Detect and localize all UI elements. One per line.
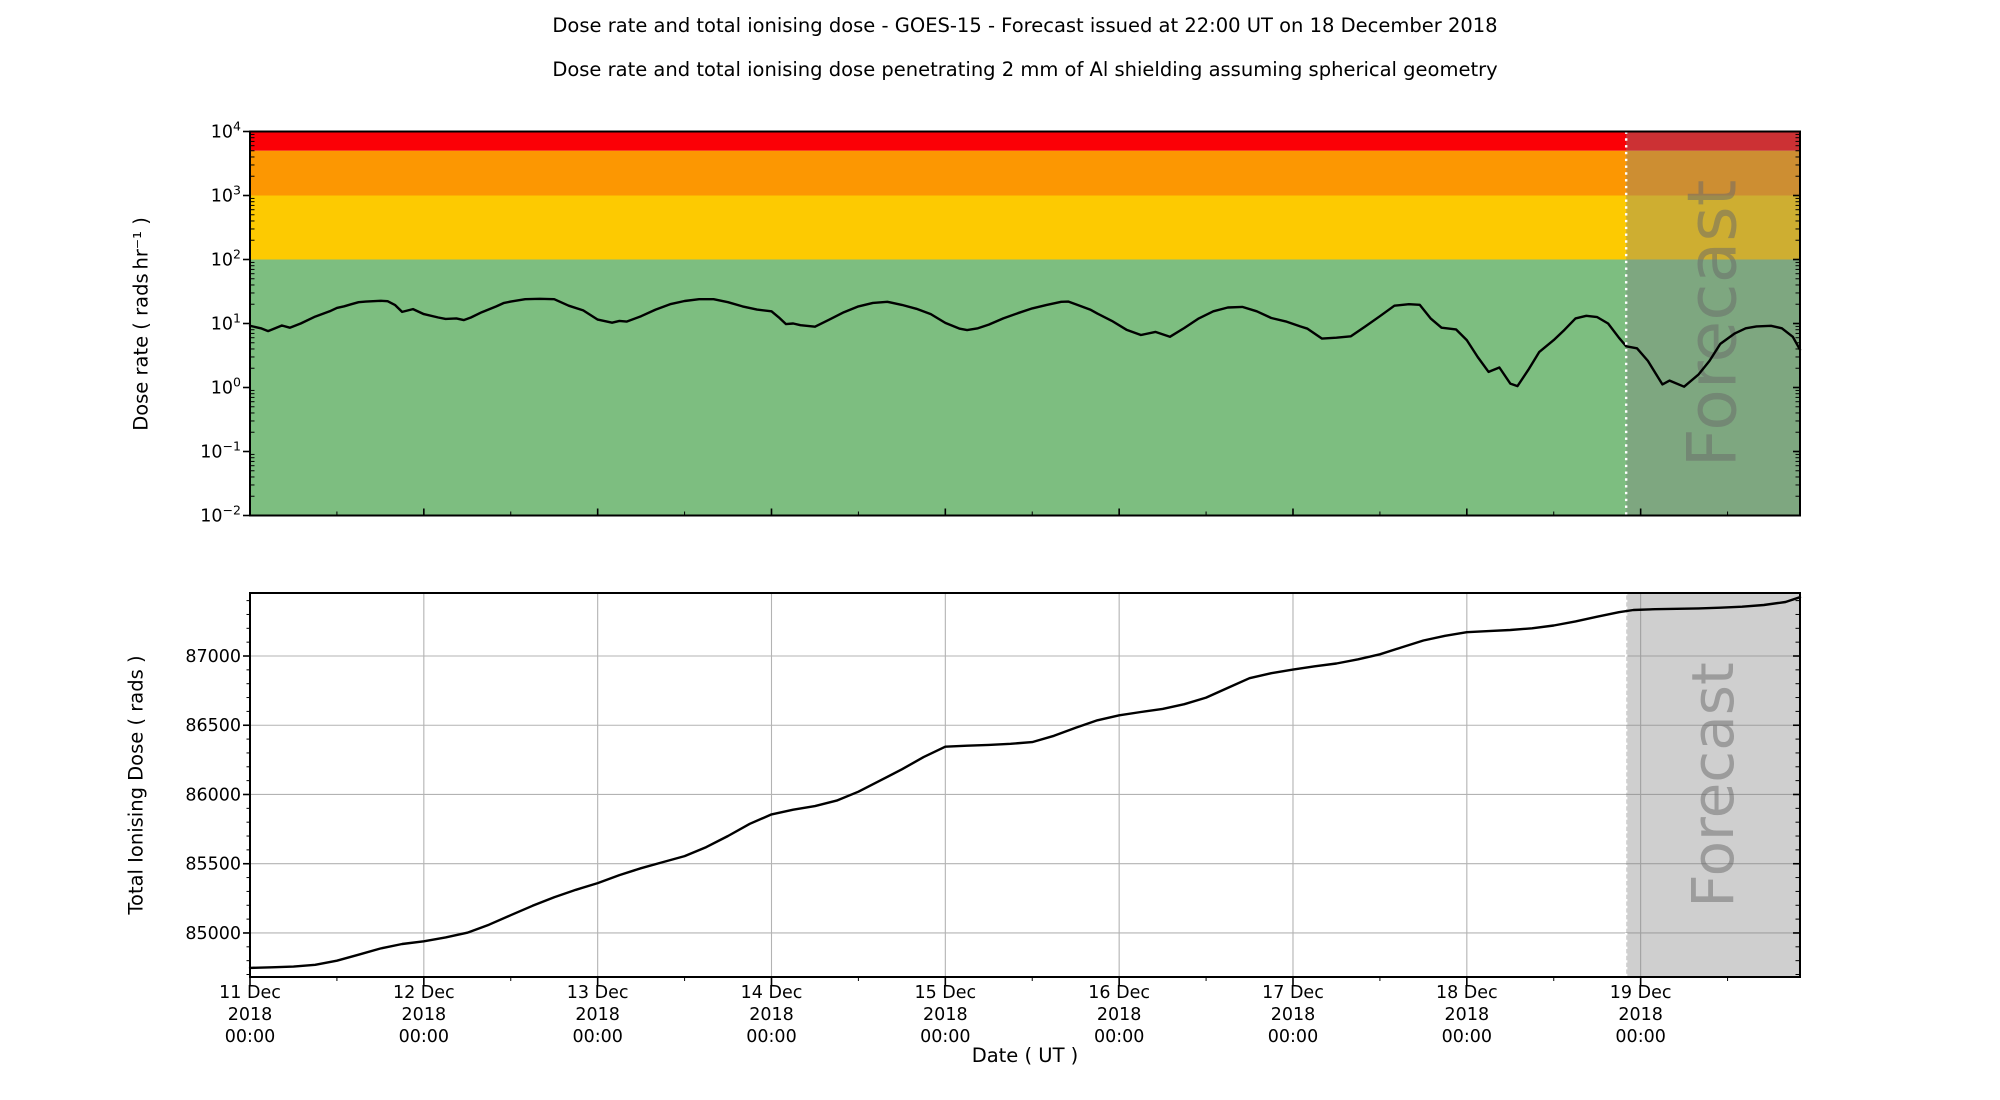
y-tick-label: 85500	[185, 855, 241, 875]
panel-total-ionising-dose: Forecast 87000 86500 86000 85500 85000	[185, 592, 1802, 985]
x-tick-label: 00:00	[572, 1027, 622, 1047]
x-tick-label: 12 Dec	[393, 983, 455, 1003]
chart-title: Dose rate and total ionising dose - GOES…	[552, 14, 1498, 37]
forecast-watermark: Forecast	[1679, 662, 1747, 907]
x-tick-label: 2018	[923, 1005, 968, 1025]
y-tick-label: 100	[211, 375, 241, 399]
forecast-watermark: Forecast	[1674, 180, 1753, 468]
x-tick-label: 2018	[1618, 1005, 1663, 1025]
x-tick-label: 00:00	[1442, 1027, 1492, 1047]
x-tick-label: 2018	[1445, 1005, 1490, 1025]
y-tick-label: 10−2	[200, 503, 241, 527]
x-tick-label: 13 Dec	[567, 983, 629, 1003]
warning-band-orange	[250, 150, 1800, 196]
x-tick-label: 14 Dec	[741, 983, 803, 1003]
x-tick-label: 2018	[1271, 1005, 1316, 1025]
panel-dose-rate: Forecast 104 103 102 101 100 10−1 10−2	[200, 119, 1802, 527]
x-tick-label: 00:00	[920, 1027, 970, 1047]
chart-subtitle: Dose rate and total ionising dose penetr…	[552, 58, 1498, 81]
x-tick-label: 2018	[749, 1005, 794, 1025]
x-tick-label: 18 Dec	[1436, 983, 1498, 1003]
y-tick-label: 102	[211, 247, 241, 271]
warning-band-green	[250, 259, 1800, 516]
y-tick-label: 87000	[185, 647, 241, 667]
y-tick-label: 101	[211, 311, 241, 335]
y-tick-label: 86000	[185, 785, 241, 805]
y-tick-label: 10−1	[200, 439, 241, 463]
x-tick-label: 00:00	[746, 1027, 796, 1047]
panel-frame	[249, 592, 1801, 978]
y-tick-label: 103	[211, 183, 241, 207]
x-tick-label: 15 Dec	[914, 983, 976, 1003]
forecast-overlay	[1626, 593, 1800, 977]
x-tick-label: 2018	[228, 1005, 273, 1025]
total-ionising-dose-curve	[248, 596, 1802, 970]
warning-band-red	[250, 131, 1800, 151]
dose-rate-curve	[248, 297, 1802, 388]
x-axis-label: Date ( UT )	[971, 1044, 1079, 1067]
x-tick-label: 2018	[575, 1005, 620, 1025]
x-tick-label: 16 Dec	[1088, 983, 1150, 1003]
y-tick-label: 86500	[185, 716, 241, 736]
x-tick-label: 00:00	[225, 1027, 275, 1047]
x-tick-label: 2018	[402, 1005, 447, 1025]
x-tick-label: 17 Dec	[1262, 983, 1324, 1003]
y-tick-label: 104	[211, 119, 241, 143]
x-tick-label: 00:00	[1268, 1027, 1318, 1047]
x-tick-label: 2018	[1097, 1005, 1142, 1025]
x-tick-label: 00:00	[399, 1027, 449, 1047]
y-tick-label: 85000	[185, 924, 241, 944]
x-tick-label: 00:00	[1094, 1027, 1144, 1047]
x-tick-label: 19 Dec	[1610, 983, 1672, 1003]
warning-band-yellow	[250, 195, 1800, 260]
x-tick-label: 11 Dec	[219, 983, 281, 1003]
x-tick-label: 00:00	[1615, 1027, 1665, 1047]
forecast-overlay	[1626, 131, 1800, 516]
